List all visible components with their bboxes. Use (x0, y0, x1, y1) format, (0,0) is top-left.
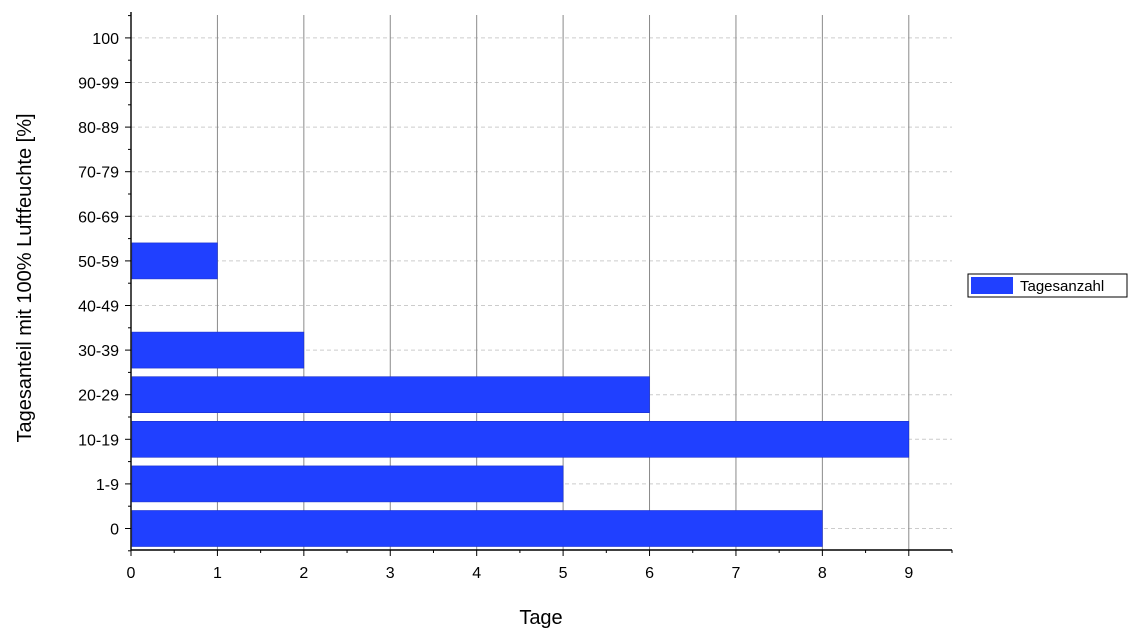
x-tick-label: 0 (127, 565, 136, 582)
bar (131, 242, 218, 280)
x-tick-label: 9 (904, 565, 913, 582)
y-tick-label: 40-49 (78, 299, 119, 316)
bars (131, 242, 910, 547)
y-tick-labels: 0 1-9 10-19 20-29 30-39 40-49 50-59 60-69 70-79 8… (78, 31, 119, 539)
y-tick-label: 1-9 (96, 477, 119, 494)
y-tick-label: 70-79 (78, 165, 119, 182)
x-axis-title: Tage (519, 607, 562, 629)
x-tick-label: 1 (213, 565, 222, 582)
y-tick-label: 10-19 (78, 432, 119, 449)
x-tick-label: 8 (818, 565, 827, 582)
y-tick-label: 80-89 (78, 120, 119, 137)
axes (125, 12, 953, 556)
bar (131, 420, 910, 458)
x-tick-label: 3 (386, 565, 395, 582)
legend-label: Tagesanzahl (1020, 278, 1104, 295)
x-tick-labels: 0 1 2 3 4 5 6 7 8 9 (127, 565, 914, 582)
legend: Tagesanzahl (967, 273, 1128, 298)
y-tick-label: 90-99 (78, 76, 119, 93)
y-tick-label: 50-59 (78, 254, 119, 271)
bar (131, 331, 305, 369)
bar (131, 465, 564, 503)
bar (131, 376, 650, 414)
legend-swatch (971, 277, 1013, 294)
x-tick-label: 2 (299, 565, 308, 582)
x-tick-label: 4 (472, 565, 481, 582)
y-tick-label: 60-69 (78, 209, 119, 226)
y-tick-label: 100 (92, 31, 119, 48)
y-tick-label: 0 (110, 522, 119, 539)
y-tick-label: 30-39 (78, 343, 119, 360)
x-tick-label: 5 (559, 565, 568, 582)
y-axis-title: Tagesanteil mit 100% Luftfeuchte [%] (14, 113, 36, 442)
bar (131, 510, 823, 547)
y-tick-label: 20-29 (78, 388, 119, 405)
x-tick-label: 7 (731, 565, 740, 582)
x-tick-label: 6 (645, 565, 654, 582)
